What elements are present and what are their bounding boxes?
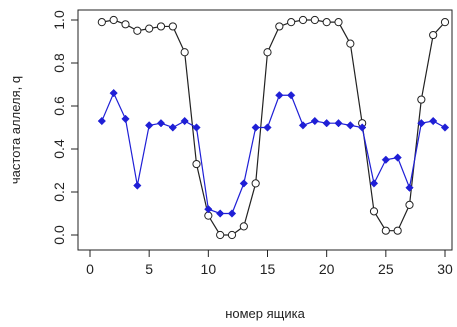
x-axis-title: номер ящика xyxy=(225,306,305,321)
data-point xyxy=(133,26,142,35)
data-point xyxy=(346,121,355,130)
data-point xyxy=(156,22,166,31)
x-tick-label: 0 xyxy=(86,261,94,277)
data-point xyxy=(251,123,260,132)
data-point xyxy=(192,123,201,132)
data-point xyxy=(239,179,248,188)
series-2 xyxy=(97,88,450,218)
x-tick-label: 25 xyxy=(378,261,394,277)
series-1 xyxy=(97,15,450,240)
series-layer xyxy=(97,15,450,240)
data-point xyxy=(133,181,142,190)
data-point xyxy=(429,30,438,40)
data-point xyxy=(263,123,272,132)
x-tick-label: 15 xyxy=(260,261,276,277)
data-point xyxy=(334,18,343,27)
data-point xyxy=(121,114,130,124)
data-point xyxy=(97,18,106,27)
data-point xyxy=(322,18,331,27)
data-point xyxy=(204,205,213,214)
data-point xyxy=(287,18,296,27)
data-point xyxy=(322,119,331,128)
data-point xyxy=(298,121,308,130)
y-tick-label: 0.0 xyxy=(51,225,67,245)
data-point xyxy=(381,155,390,164)
data-point xyxy=(227,209,237,218)
x-tick-label: 5 xyxy=(145,261,153,277)
data-point xyxy=(393,153,402,162)
data-point xyxy=(156,119,166,128)
data-point xyxy=(216,209,225,218)
data-point xyxy=(180,116,189,126)
data-point xyxy=(358,123,367,132)
y-tick-label: 0.6 xyxy=(51,96,67,116)
data-point xyxy=(310,116,319,126)
data-point xyxy=(369,207,379,216)
data-point xyxy=(192,159,201,169)
data-point xyxy=(168,22,177,31)
data-point xyxy=(216,230,225,240)
y-tick-label: 1.0 xyxy=(51,10,67,30)
data-point xyxy=(334,119,343,128)
data-point xyxy=(417,95,426,104)
data-point xyxy=(97,116,106,126)
data-point xyxy=(109,88,118,98)
data-point xyxy=(227,230,237,240)
y-axis-title: частота аллеля, q xyxy=(8,76,23,184)
data-point xyxy=(251,179,260,188)
data-point xyxy=(145,121,154,130)
series-2-line xyxy=(101,91,446,215)
data-point xyxy=(168,123,177,132)
x-tick-label: 20 xyxy=(319,261,335,277)
data-point xyxy=(417,119,426,128)
data-point xyxy=(310,15,319,25)
data-point xyxy=(440,18,450,27)
x-tick-label: 10 xyxy=(201,261,217,277)
plot-area xyxy=(77,9,453,251)
data-point xyxy=(275,91,284,100)
data-point xyxy=(275,22,284,31)
data-point xyxy=(381,226,390,235)
data-point xyxy=(369,179,379,188)
data-point xyxy=(263,48,272,57)
plot-frame xyxy=(77,9,453,251)
data-point xyxy=(145,24,154,33)
series-1-line xyxy=(101,19,446,236)
y-axis: 0.0 0.2 0.4 0.6 0.8 1.0 xyxy=(51,10,78,245)
y-tick-label: 0.2 xyxy=(51,182,67,202)
data-point xyxy=(346,39,355,48)
data-point xyxy=(109,15,118,25)
data-point xyxy=(287,91,296,100)
data-point xyxy=(239,222,248,231)
data-point xyxy=(121,20,130,29)
y-tick-label: 0.8 xyxy=(51,53,67,73)
x-axis: 0 5 10 15 20 25 30 xyxy=(86,250,453,277)
data-point xyxy=(180,48,189,57)
data-point xyxy=(405,200,414,209)
x-tick-label: 30 xyxy=(437,261,453,277)
data-point xyxy=(298,15,308,25)
data-point xyxy=(429,116,438,126)
data-point xyxy=(440,123,450,132)
data-point xyxy=(393,226,402,235)
y-tick-label: 0.4 xyxy=(51,139,67,159)
data-point xyxy=(405,183,414,192)
